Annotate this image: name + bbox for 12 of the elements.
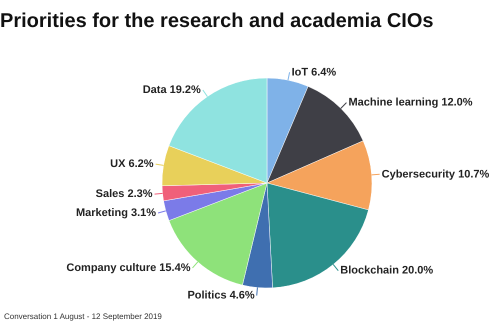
slice-label: Blockchain 20.0%	[340, 264, 434, 277]
slice-label: UX 6.2%	[110, 158, 154, 170]
slice-label: Machine learning 12.0%	[348, 96, 473, 109]
slice-label: Company culture 15.4%	[66, 262, 191, 274]
slice-label: Sales 2.3%	[96, 188, 153, 200]
slice-label: Cybersecurity 10.7%	[382, 168, 490, 180]
text: Conversation 1 August - 12 September 2019	[4, 312, 162, 321]
slice-label: Marketing 3.1%	[76, 207, 156, 220]
chart-title: Priorities for the research and academia CIOs	[0, 10, 434, 33]
slice-label: Politics 4.6%	[187, 290, 255, 302]
slice-label: Data 19.2%	[142, 84, 202, 96]
slice-label: IoT 6.4%	[292, 66, 336, 78]
